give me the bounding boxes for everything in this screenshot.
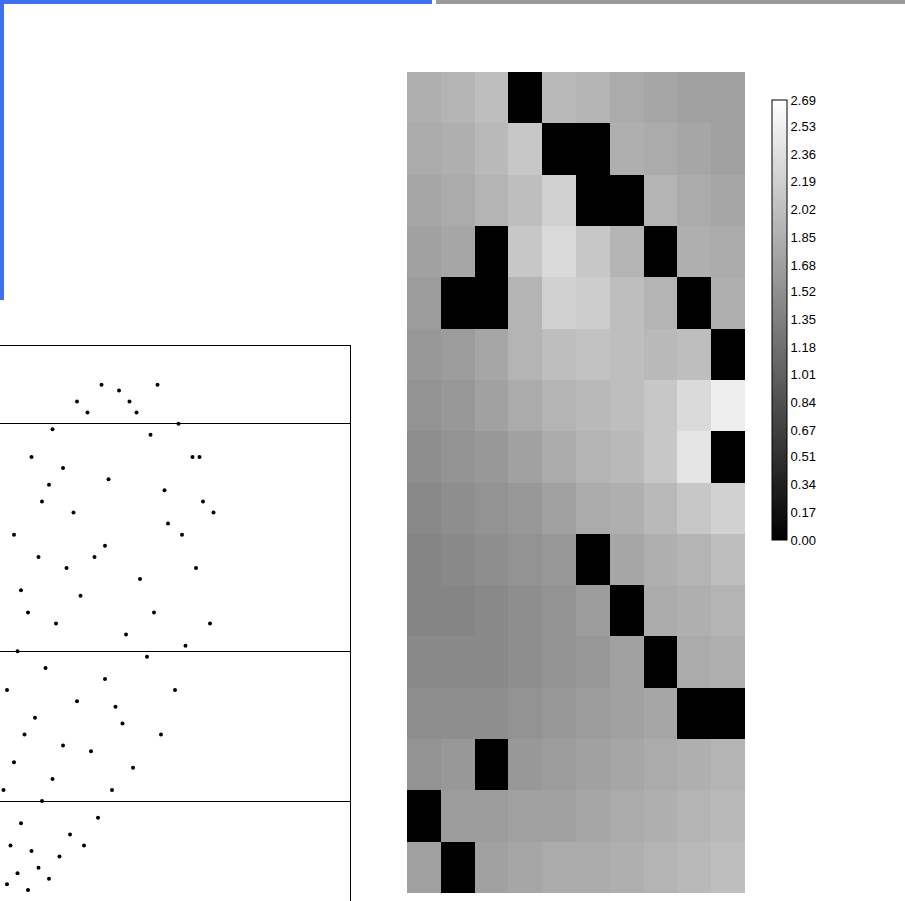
svg-text:1.85: 1.85 xyxy=(791,230,816,245)
svg-text:2.53: 2.53 xyxy=(791,119,816,134)
svg-text:2.02: 2.02 xyxy=(791,202,816,217)
svg-text:0.34: 0.34 xyxy=(791,477,816,492)
svg-text:1.52: 1.52 xyxy=(791,284,816,299)
svg-text:2.69: 2.69 xyxy=(791,93,816,108)
svg-text:2.36: 2.36 xyxy=(791,147,816,162)
svg-text:0.51: 0.51 xyxy=(791,449,816,464)
svg-text:0.00: 0.00 xyxy=(791,533,816,548)
svg-text:1.68: 1.68 xyxy=(791,258,816,273)
svg-text:1.18: 1.18 xyxy=(791,340,816,355)
svg-text:1.35: 1.35 xyxy=(791,312,816,327)
svg-text:1.01: 1.01 xyxy=(791,367,816,382)
svg-text:0.17: 0.17 xyxy=(791,505,816,520)
svg-text:2.19: 2.19 xyxy=(791,174,816,189)
svg-text:0.67: 0.67 xyxy=(791,423,816,438)
svg-text:0.84: 0.84 xyxy=(791,395,816,410)
